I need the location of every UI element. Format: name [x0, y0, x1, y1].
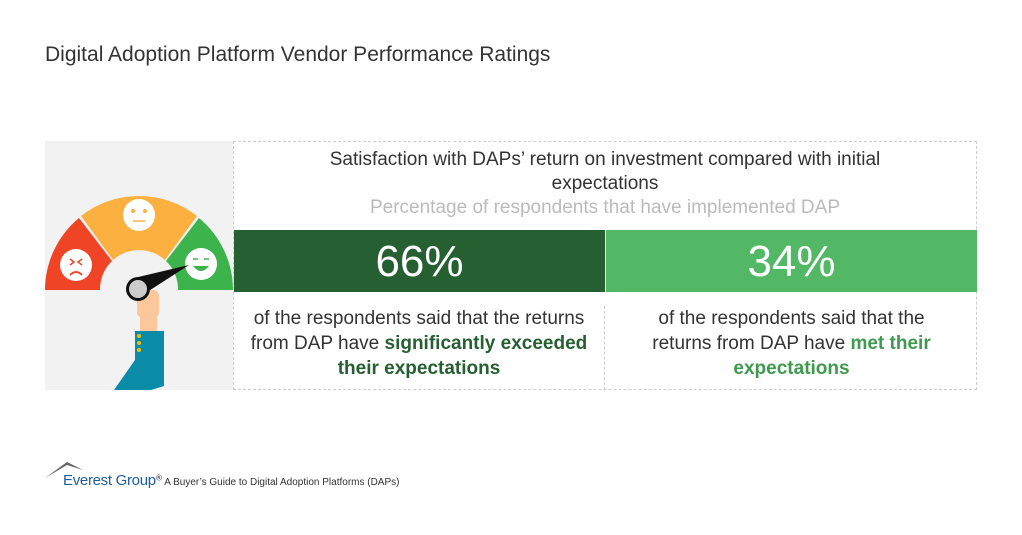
- footer-source-text: A Buyer’s Guide to Digital Adoption Plat…: [164, 477, 400, 488]
- stat-bar-exceeded: 66%: [234, 230, 605, 292]
- description-text: of the respondents said that the returns…: [652, 308, 925, 354]
- everest-group-logo: Everest Group: [63, 472, 156, 489]
- description-text: of the respondents said that the returns…: [250, 308, 585, 354]
- panel-header: Satisfaction with DAPs’ return on invest…: [234, 148, 976, 220]
- happy-face-icon: [185, 248, 217, 280]
- sleeve: [114, 331, 164, 390]
- page-title: Digital Adoption Platform Vendor Perform…: [45, 43, 551, 66]
- panel-heading: Satisfaction with DAPs’ return on invest…: [329, 149, 881, 194]
- satisfaction-gauge-illustration: [45, 141, 233, 390]
- neutral-face-icon: [123, 199, 155, 231]
- sad-face-icon: [60, 249, 92, 281]
- stat-description-exceeded: of the respondents said that the returns…: [234, 306, 605, 390]
- panel-subheading: Percentage of respondents that have impl…: [369, 197, 840, 218]
- stat-bar-met: 34%: [606, 230, 977, 292]
- description-highlight: met their expectations: [733, 333, 931, 379]
- stat-description-met: of the respondents said that the returns…: [606, 306, 977, 381]
- roi-satisfaction-panel: Satisfaction with DAPs’ return on invest…: [233, 141, 977, 390]
- everest-logo-mountain-icon: [45, 462, 83, 478]
- description-highlight: significantly exceeded their expectation…: [337, 333, 588, 379]
- registered-mark: ®: [155, 472, 162, 483]
